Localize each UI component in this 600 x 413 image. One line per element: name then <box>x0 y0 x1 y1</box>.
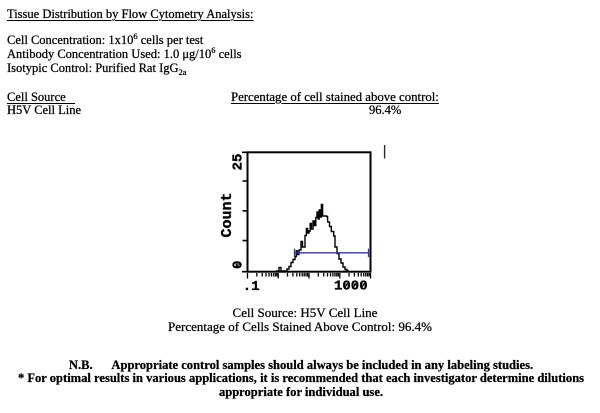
svg-text:25: 25 <box>230 154 246 171</box>
svg-text:1000: 1000 <box>334 279 368 295</box>
svg-text:.1: .1 <box>243 279 260 295</box>
svg-text:Count: Count <box>219 192 236 237</box>
